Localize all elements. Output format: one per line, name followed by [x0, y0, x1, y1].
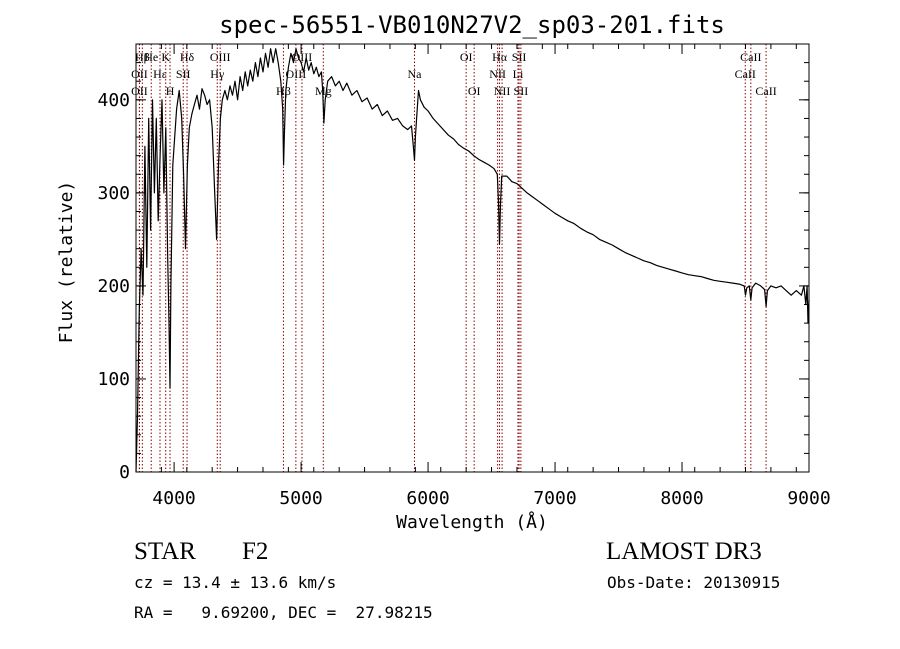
spectral-line-label: Hε [153, 67, 167, 81]
spectral-line-label: Hγ [210, 67, 225, 81]
spectral-line-label: OII [131, 84, 148, 98]
spectral-line-label: He [144, 50, 158, 64]
y-tick-label: 400 [97, 90, 130, 111]
coordinates-text: RA = 9.69200, DEC = 27.98215 [134, 603, 433, 622]
spectral-line-label: NII [494, 84, 511, 98]
spectral-line-label: Li [513, 67, 524, 81]
spectral-line-label: OI [468, 84, 481, 98]
redshift-text: cz = 13.4 ± 13.6 km/s [134, 573, 337, 592]
x-tick-label: 7000 [533, 488, 576, 509]
spectral-line-label: OII [131, 67, 148, 81]
x-tick-label: 6000 [406, 488, 449, 509]
plot-frame [135, 43, 810, 473]
x-axis-label: Wavelength (Å) [396, 511, 548, 533]
x-tick-label: 4000 [152, 488, 195, 509]
x-tick-label: 8000 [660, 488, 703, 509]
spectral-line-label: OI [460, 50, 473, 64]
spectral-line-label: Hβ [135, 50, 150, 64]
spectral-line-label: NII [489, 67, 506, 81]
class-label: STAR [134, 538, 196, 565]
spectral-line-label: K [161, 50, 170, 64]
spectrum-line [135, 48, 810, 473]
spectral-line-label: CaII [735, 67, 756, 81]
spectral-line-label: Hα [492, 50, 508, 64]
axes: 4000 5000 6000 7000 8000 9000 0 100 200 300 400 [97, 43, 831, 509]
survey-label: LAMOST DR3 [606, 538, 762, 565]
chart-title: spec-56551-VB010N27V2_sp03-201.fits [219, 11, 725, 39]
spectral-line-label: CaII [740, 50, 761, 64]
x-tick-label: 9000 [787, 488, 830, 509]
spectral-line-label: OIII [210, 50, 231, 64]
y-tick-label: 300 [97, 183, 130, 204]
series-layer [135, 48, 810, 473]
y-tick-label: 0 [119, 462, 130, 483]
spectral-line-label: Hδ [180, 50, 195, 64]
spectral-line-label: CaII [755, 84, 776, 98]
spectral-line-label: SII [514, 84, 529, 98]
subclass-label: F2 [242, 538, 269, 565]
spectral-line-label: SII [512, 50, 527, 64]
obs-date-text: Obs-Date: 20130915 [607, 573, 781, 592]
y-tick-label: 200 [97, 276, 130, 297]
x-tick-label: 5000 [279, 488, 322, 509]
y-tick-label: 100 [97, 369, 130, 390]
spectral-line-label: OIII [286, 67, 307, 81]
spectral-line-label: H [166, 84, 175, 98]
spectral-line-label: SII [176, 67, 191, 81]
y-axis-label: Flux (relative) [56, 181, 77, 344]
spectral-line-label: Na [407, 67, 422, 81]
spectral-line-label: Hβ [276, 84, 291, 98]
